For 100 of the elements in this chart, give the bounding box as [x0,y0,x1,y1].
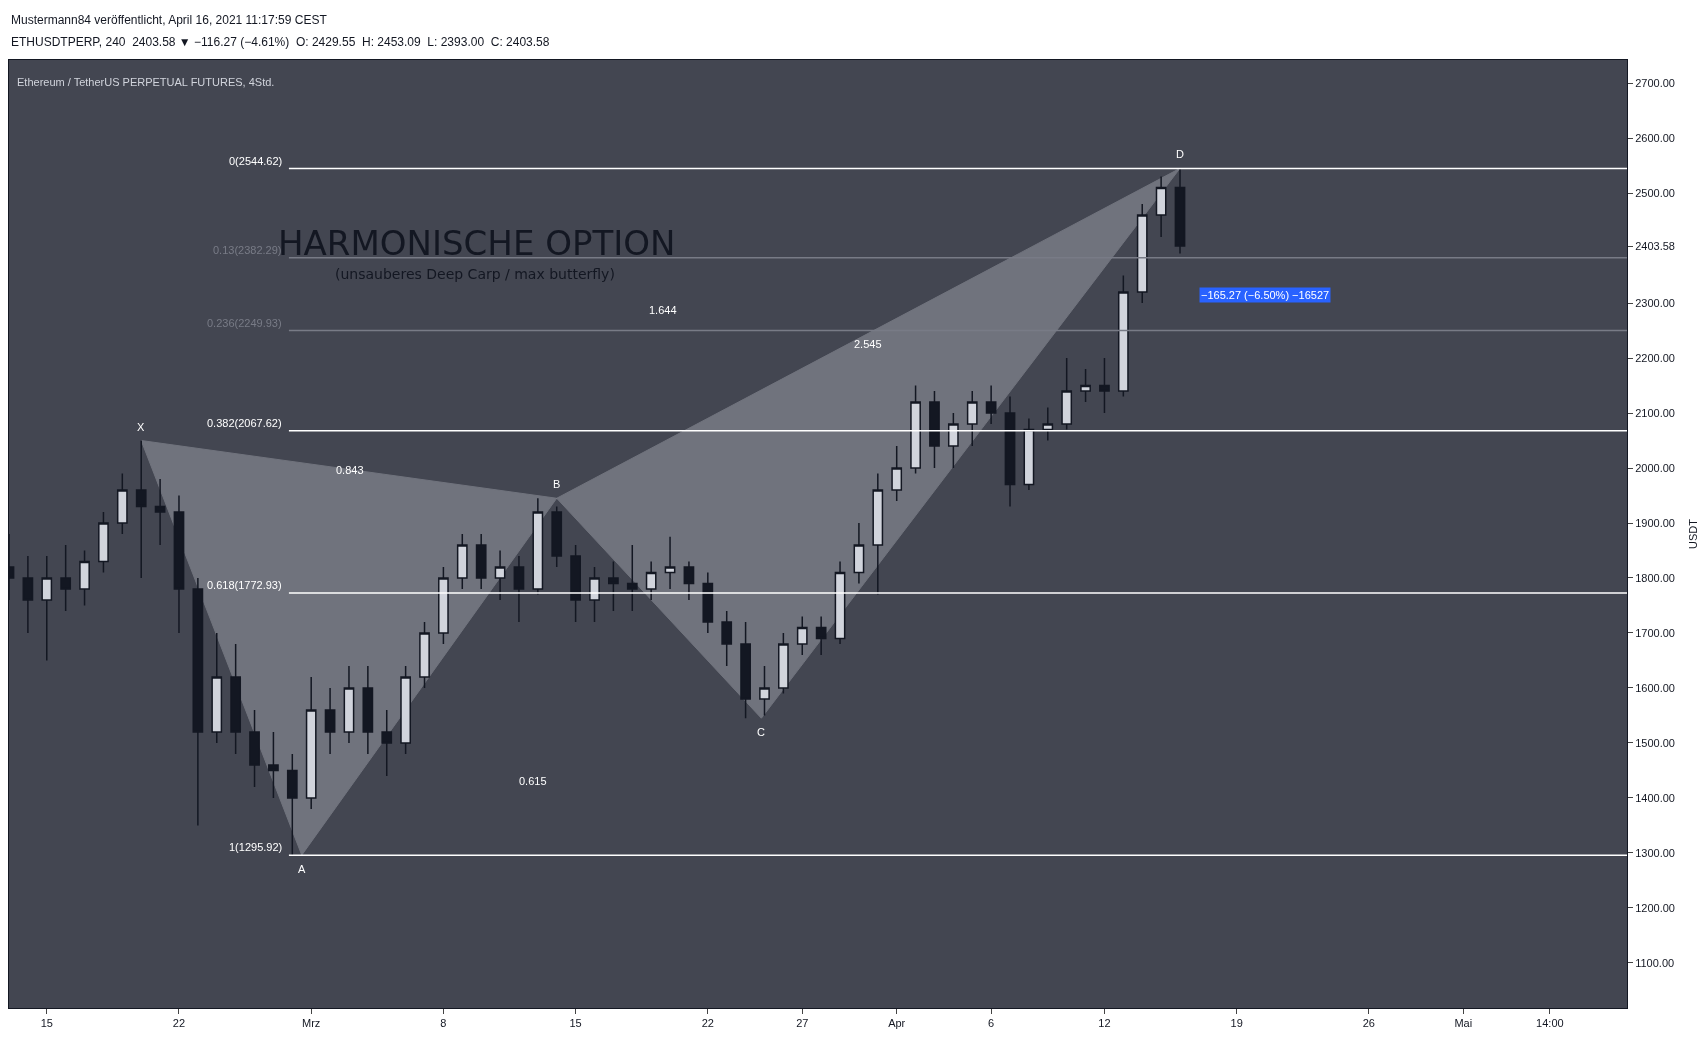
candlestick [929,390,940,469]
candlestick [910,384,921,475]
candlestick [98,511,109,574]
text: Mustermann84 veröffentlicht, April 16, 2021 11:17:59 CEST [11,13,328,27]
candlestick [116,472,128,535]
candlestick [702,571,714,634]
candlestick [683,560,695,601]
annotation: A [298,863,306,875]
candlestick [343,665,355,744]
candlestick [834,560,846,645]
candlestick [966,390,978,447]
ref-line-label: 1(1295.92) [229,841,283,853]
ref-line-label: 0(2544.62) [229,155,283,167]
y-tick-label: 2600.00 [1635,131,1675,144]
annotation: Ethereum / TetherUS PERPETUAL FUTURES, 4Std. [17,76,275,88]
ref-line-label: 0.618(1772.93) [207,579,282,591]
candlestick [1023,417,1035,491]
y-tick-label: 1400.00 [1635,791,1675,804]
candlestick [381,709,393,777]
candlestick [947,412,959,469]
candlestick [211,632,223,744]
candlestick [985,384,997,425]
y-tick-label: 1200.00 [1635,901,1675,914]
candlestick [475,533,487,590]
candlestick [740,621,751,719]
y-tick-label: 1100.00 [1635,956,1675,969]
y-tick-label: 1500.00 [1635,736,1675,749]
x-tick-label: 15 [569,1017,582,1030]
candlestick [664,536,676,590]
y-tick-label: 2200.00 [1635,351,1675,364]
y-axis-title: USDT [1687,518,1700,549]
x-tick-label: 22 [172,1017,186,1030]
y-tick-label: 2500.00 [1635,186,1675,199]
x-tick-label: 12 [1098,1017,1111,1030]
y-tick-label: 1600.00 [1635,681,1675,694]
candlestick [1042,406,1054,442]
candlestick [79,549,90,607]
candlestick [305,676,317,810]
candlestick [891,445,903,502]
candlestick [608,560,619,612]
candlestick [853,522,865,585]
ref-line-label: 0.382(2067.62) [207,417,282,429]
candlestick [419,621,430,689]
y-tick-label: 1300.00 [1635,846,1675,859]
candlestick [60,544,72,612]
candlestick [230,643,242,755]
candlestick [570,544,581,623]
y-tick-label: 2100.00 [1635,406,1675,419]
y-tick-label: 1800.00 [1635,571,1675,584]
candlestick [154,478,166,546]
annotation: −165.27 (−6.50%) −16527 [1201,289,1330,301]
annotation: 1.644 [649,304,677,316]
candlestick [400,665,412,755]
candlestick [41,555,53,662]
candlestick [796,615,808,656]
y-tick-label: 2300.00 [1635,296,1675,309]
x-tick-label: Mai [1454,1017,1473,1030]
candlestick [626,544,638,612]
y-tick-label: 2000.00 [1635,461,1675,474]
candlestick [173,494,185,634]
candlestick [192,577,204,827]
annotation: 0.615 [519,775,547,787]
candlestick [286,753,298,856]
y-tick-label: 2403.58 [1635,239,1675,252]
candlestick [1117,274,1129,398]
candlestick [721,610,733,667]
annotation: D [1176,148,1184,160]
x-tick-label: 26 [1362,1017,1376,1030]
text: ETHUSDTPERP, 240 2403.58 ▼ −116.27 (−4.61%) O: 2429.55 H: 2453.09 L: 2393.00 C: 2403.58 [11,35,550,49]
candlestick [438,566,449,645]
x-tick-label: 19 [1230,1017,1243,1030]
annotation: X [137,421,145,433]
candlestick [494,549,506,601]
x-tick-label: 27 [796,1017,809,1030]
annotation: 2.545 [854,338,882,350]
candlestick [513,555,525,623]
annotation: C [757,726,765,738]
y-tick-label: 1900.00 [1635,516,1675,529]
candlestick [1080,368,1091,403]
candlestick [1061,357,1073,431]
candlestick [815,615,827,656]
candlestick [645,560,657,601]
candlestick [551,505,563,568]
x-tick-label: 8 [440,1017,447,1030]
candlestick [589,566,600,623]
candlestick [1136,203,1148,304]
candlestick [1155,175,1167,238]
candlestick [456,533,468,590]
candlestick [268,731,279,799]
x-tick-label: Mrz [302,1017,321,1030]
x-tick-label: 15 [40,1017,53,1030]
candlestick [1174,167,1186,255]
candlestick [135,439,147,579]
candlestick [324,687,336,755]
x-tick-label: Apr [888,1017,906,1030]
candlestick [1099,357,1110,414]
annotation: 0.843 [336,464,364,476]
candlestick [759,665,770,717]
candlestick [778,632,789,695]
candlestick [362,665,374,755]
